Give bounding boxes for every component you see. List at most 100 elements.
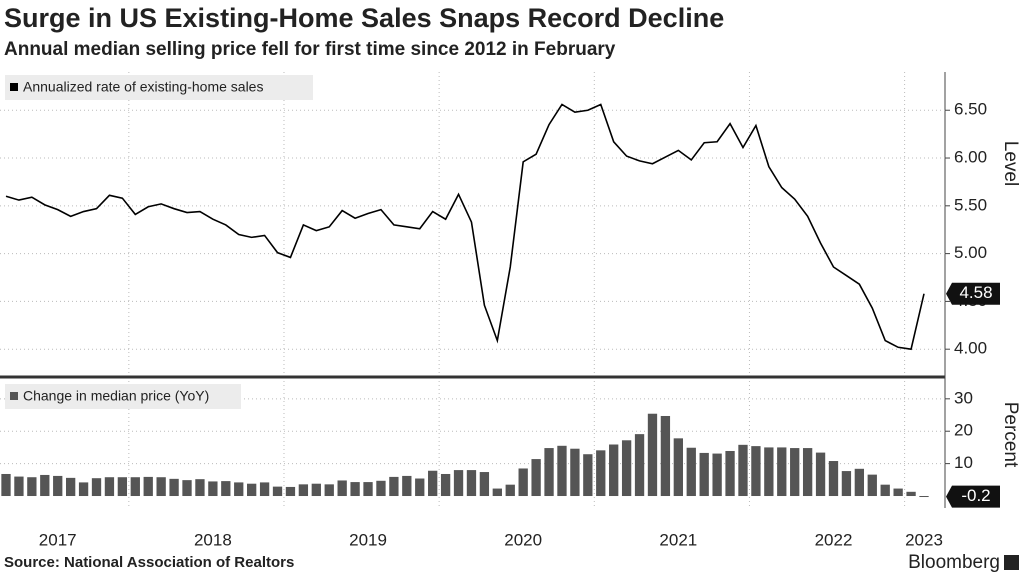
bar [27, 477, 37, 497]
bar [65, 477, 76, 497]
bar [156, 477, 166, 497]
bar [518, 468, 528, 497]
y-tick-label: 5.50 [954, 195, 987, 214]
bar [130, 477, 140, 497]
bar [919, 496, 929, 498]
bar [350, 482, 360, 497]
bar [815, 452, 826, 497]
chart-title: Surge in US Existing-Home Sales Snaps Re… [4, 3, 724, 33]
bar [531, 459, 541, 497]
line [5, 103, 925, 351]
bar [376, 480, 386, 497]
logo: Bloomberg [908, 552, 1000, 573]
bar [182, 480, 192, 497]
bar [557, 445, 567, 497]
bar [14, 476, 24, 497]
bar [40, 474, 50, 497]
bar [621, 440, 632, 497]
bar [117, 477, 128, 497]
bar [143, 476, 153, 497]
bar [570, 448, 580, 497]
bar [78, 482, 89, 497]
bar [828, 461, 839, 497]
bar [453, 470, 464, 497]
bar [544, 448, 554, 497]
bar [104, 477, 115, 497]
bar [647, 413, 658, 497]
x-tick-label: 2021 [659, 530, 697, 549]
bar [324, 484, 334, 497]
value-label: -0.2 [961, 486, 990, 505]
bar [505, 484, 515, 497]
legend-bg [5, 384, 241, 409]
bar [764, 447, 774, 497]
x-tick-label: 2020 [504, 530, 542, 549]
bar [841, 471, 852, 497]
bar [53, 475, 63, 497]
bar [583, 454, 593, 497]
bar [415, 478, 425, 497]
bar [195, 479, 205, 497]
y-axis-label: Level [1000, 141, 1021, 186]
bar [634, 434, 645, 497]
bar [272, 486, 283, 497]
bar [712, 453, 722, 497]
bar [221, 481, 231, 497]
bar [790, 448, 800, 497]
bar [259, 482, 270, 497]
legend-swatch [10, 392, 18, 400]
bar [311, 483, 321, 497]
x-tick-label: 2022 [815, 530, 853, 549]
y-tick-label: 4.00 [954, 339, 987, 358]
source: Source: National Association of Realtors [4, 554, 294, 571]
y-tick-label: 20 [954, 421, 973, 440]
x-tick-label: 2023 [905, 530, 943, 549]
legend-label: Change in median price (YoY) [23, 388, 209, 404]
x-tick-label: 2019 [349, 530, 387, 549]
bar [751, 446, 761, 497]
bar [699, 452, 709, 497]
legend-bg [5, 75, 313, 100]
bar [402, 475, 412, 497]
value-label: 4.58 [959, 283, 992, 302]
bar [298, 484, 309, 497]
bar [247, 483, 257, 497]
bar [285, 486, 296, 497]
y-tick-label: 6.50 [954, 100, 987, 119]
bar [389, 476, 399, 497]
bar [596, 450, 606, 497]
bar [1, 473, 11, 497]
bar [880, 484, 890, 497]
y-tick-label: 5.00 [954, 243, 987, 262]
bar [337, 480, 347, 497]
bar [440, 473, 451, 497]
legend-swatch [10, 83, 18, 91]
bar [893, 488, 903, 497]
bar [686, 447, 696, 497]
bar [609, 444, 619, 497]
legend-label: Annualized rate of existing-home sales [23, 79, 263, 95]
bar [466, 470, 477, 497]
bar [479, 472, 490, 497]
logo-icon [1004, 555, 1019, 570]
y-axis-label: Percent [1000, 402, 1021, 468]
bar [867, 474, 877, 497]
bar [428, 470, 438, 497]
x-tick-label: 2017 [39, 530, 77, 549]
bar [492, 488, 502, 497]
bar [777, 447, 787, 497]
bar [363, 482, 373, 497]
y-tick-label: 6.00 [954, 148, 987, 167]
bar [854, 468, 865, 497]
bar [660, 415, 671, 497]
bar [91, 478, 102, 497]
chart-subtitle: Annual median selling price fell for fir… [4, 39, 616, 60]
y-tick-label: 10 [954, 453, 973, 472]
bar [906, 491, 916, 497]
bar [802, 448, 813, 497]
bar [738, 444, 748, 497]
x-tick-label: 2018 [194, 530, 232, 549]
bar [208, 481, 218, 497]
value-label-bg [946, 282, 1000, 305]
